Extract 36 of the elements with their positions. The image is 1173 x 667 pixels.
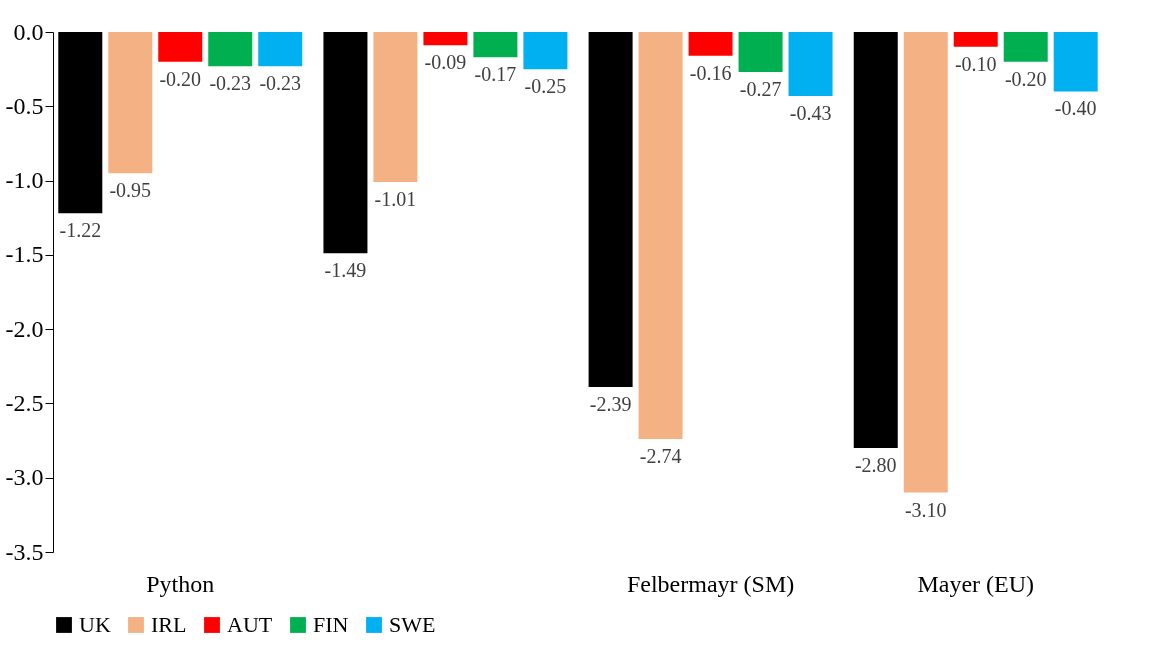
data-label: -2.74 bbox=[639, 445, 682, 468]
data-label: -1.22 bbox=[59, 219, 102, 242]
data-label: -0.40 bbox=[1054, 97, 1097, 120]
data-label: -0.25 bbox=[524, 75, 567, 98]
data-label: -0.23 bbox=[259, 72, 302, 95]
y-tick-label: -1.5 bbox=[5, 241, 44, 268]
y-tick-label: -2.5 bbox=[5, 389, 44, 416]
data-label: -1.01 bbox=[374, 188, 417, 211]
data-label: -1.49 bbox=[324, 259, 367, 282]
legend-label: UK bbox=[79, 612, 111, 637]
data-label: -3.10 bbox=[904, 498, 947, 521]
legend-label: AUT bbox=[227, 612, 273, 637]
data-label: -0.20 bbox=[159, 67, 202, 90]
data-label: -0.95 bbox=[109, 179, 152, 202]
legend-label: IRL bbox=[151, 612, 187, 637]
x-tick-label: Felbermayr (SM) bbox=[626, 570, 795, 597]
data-label: -0.10 bbox=[954, 52, 997, 75]
y-tick-label: -3.0 bbox=[5, 464, 44, 491]
data-label: -0.27 bbox=[739, 78, 782, 101]
x-tick-label: Mayer (EU) bbox=[917, 570, 1035, 597]
legend-label: FIN bbox=[313, 612, 349, 637]
data-label: -0.23 bbox=[209, 72, 252, 95]
y-tick-label: -2.0 bbox=[5, 315, 44, 342]
data-label: -0.16 bbox=[689, 61, 732, 84]
data-label: -0.17 bbox=[474, 63, 517, 86]
data-label: -0.09 bbox=[424, 51, 467, 74]
y-tick-label: -3.5 bbox=[5, 538, 44, 565]
data-label: -2.39 bbox=[589, 393, 632, 416]
data-label: -0.20 bbox=[1004, 67, 1047, 90]
data-label: -2.80 bbox=[854, 454, 897, 476]
x-tick-label: Python bbox=[146, 570, 215, 597]
y-tick-label: -1.0 bbox=[5, 167, 44, 194]
legend-label: SWE bbox=[389, 612, 436, 637]
y-tick-label: -0.5 bbox=[5, 92, 44, 119]
data-label: -0.43 bbox=[789, 101, 832, 124]
y-tick-label: 0.0 bbox=[13, 18, 44, 45]
